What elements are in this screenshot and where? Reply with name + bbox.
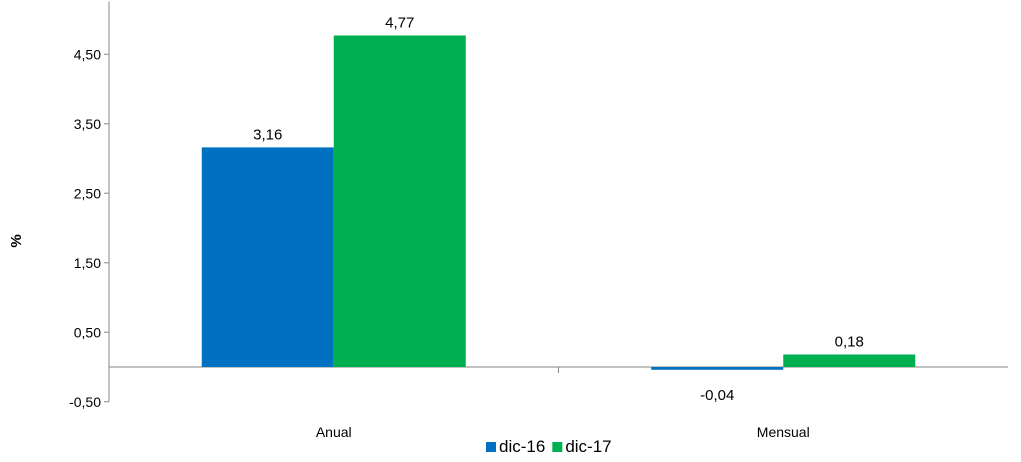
data-label: -0,04 bbox=[700, 387, 734, 404]
bar-dic-17 bbox=[783, 354, 916, 367]
y-tick-label: 1,50 bbox=[74, 255, 101, 271]
y-tick-label: 2,50 bbox=[74, 185, 101, 201]
y-tick-label: 0,50 bbox=[74, 324, 101, 340]
legend-swatch bbox=[552, 442, 563, 452]
bar-dic-17 bbox=[333, 35, 466, 368]
bars bbox=[201, 35, 916, 370]
legend: dic-16 dic-17 bbox=[486, 437, 612, 456]
x-axis: Anual Mensual bbox=[109, 366, 1008, 440]
data-label: 0,18 bbox=[835, 333, 864, 350]
y-tick-label: 3,50 bbox=[74, 116, 101, 132]
y-axis-label: % bbox=[8, 234, 25, 247]
legend-label: dic-17 bbox=[565, 437, 611, 456]
data-label: 3,16 bbox=[253, 126, 282, 143]
legend-swatch bbox=[486, 442, 496, 452]
data-labels: 3,16 4,77 -0,04 0,18 bbox=[253, 14, 864, 404]
y-tick-label: 4,50 bbox=[74, 46, 101, 62]
y-tick-label: -0,50 bbox=[69, 394, 101, 410]
x-tick-label: Anual bbox=[316, 424, 352, 440]
y-axis: -0,50 0,50 1,50 2,50 3,50 4,50 bbox=[69, 1, 110, 410]
x-tick-label: Mensual bbox=[757, 424, 810, 440]
data-label: 4,77 bbox=[385, 14, 414, 31]
bar-dic-16 bbox=[651, 367, 784, 370]
legend-label: dic-16 bbox=[499, 437, 545, 456]
bar-dic-16 bbox=[201, 147, 334, 367]
